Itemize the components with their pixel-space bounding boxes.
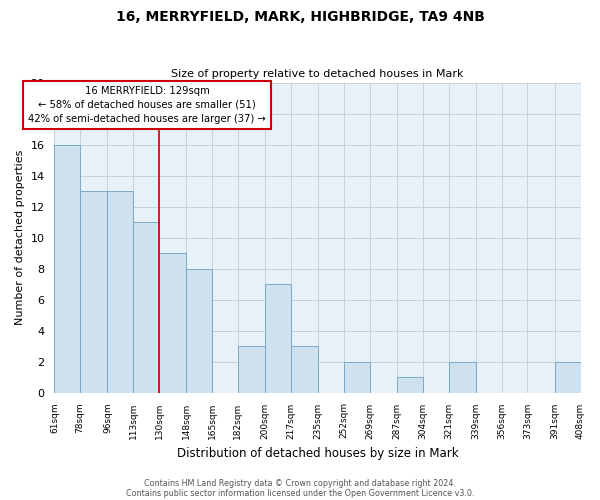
Bar [265,284,291,393]
Bar [159,253,187,392]
Bar [80,191,107,392]
Title: Size of property relative to detached houses in Mark: Size of property relative to detached ho… [171,69,464,79]
Bar [291,346,318,393]
Bar [449,362,476,392]
Bar [555,362,581,392]
Bar [238,346,265,393]
Bar [55,144,80,392]
Bar [107,191,133,392]
Text: Contains public sector information licensed under the Open Government Licence v3: Contains public sector information licen… [126,488,474,498]
Bar [187,268,212,392]
Bar [397,377,423,392]
Y-axis label: Number of detached properties: Number of detached properties [15,150,25,325]
Bar [344,362,370,392]
Text: 16 MERRYFIELD: 129sqm
← 58% of detached houses are smaller (51)
42% of semi-deta: 16 MERRYFIELD: 129sqm ← 58% of detached … [28,86,266,124]
Text: 16, MERRYFIELD, MARK, HIGHBRIDGE, TA9 4NB: 16, MERRYFIELD, MARK, HIGHBRIDGE, TA9 4N… [116,10,484,24]
Bar [133,222,159,392]
X-axis label: Distribution of detached houses by size in Mark: Distribution of detached houses by size … [176,447,458,460]
Text: Contains HM Land Registry data © Crown copyright and database right 2024.: Contains HM Land Registry data © Crown c… [144,478,456,488]
